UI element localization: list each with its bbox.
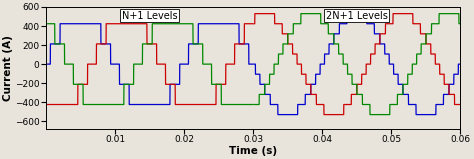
- Text: N+1 Levels: N+1 Levels: [122, 10, 177, 21]
- Y-axis label: Current (A): Current (A): [3, 35, 13, 101]
- Text: 2N+1 Levels: 2N+1 Levels: [326, 10, 388, 21]
- X-axis label: Time (s): Time (s): [229, 145, 277, 156]
